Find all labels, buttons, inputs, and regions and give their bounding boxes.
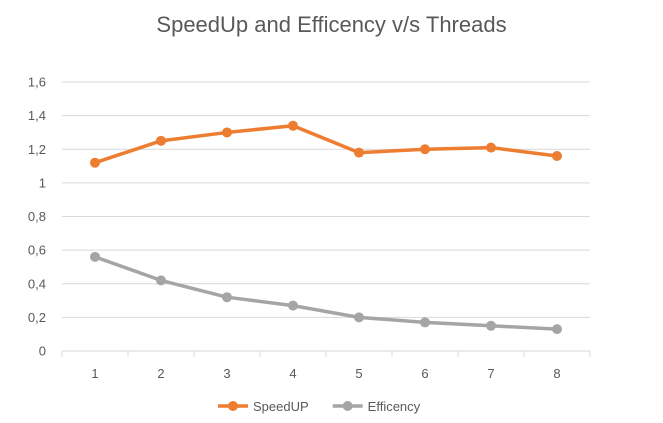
y-tick-label: 1,6 — [28, 75, 46, 90]
legend-label: SpeedUP — [253, 399, 309, 414]
legend-label: Efficency — [368, 399, 421, 414]
data-point — [222, 292, 232, 303]
data-point — [90, 251, 100, 262]
y-tick-label: 1,2 — [28, 142, 46, 157]
data-point — [354, 147, 364, 158]
series-line — [94, 123, 558, 165]
x-tick-label: 4 — [289, 366, 296, 381]
x-tick-label: 5 — [355, 366, 362, 381]
data-point — [90, 157, 100, 168]
data-point — [222, 127, 232, 138]
y-tick-label: 0,6 — [28, 243, 46, 258]
chart-title: SpeedUp and Efficency v/s Threads — [156, 12, 507, 37]
data-point — [486, 320, 496, 331]
data-point — [156, 275, 166, 286]
x-tick-label: 2 — [157, 366, 164, 381]
x-tick-label: 8 — [553, 366, 560, 381]
data-point — [156, 135, 166, 146]
data-point — [420, 144, 430, 155]
y-tick-label: 1,4 — [28, 108, 46, 123]
legend-swatch-marker — [342, 401, 353, 411]
y-tick-label: 0 — [39, 344, 46, 359]
x-tick-label: 7 — [487, 366, 494, 381]
legend-swatch-marker — [228, 401, 238, 411]
data-point — [288, 300, 298, 311]
y-tick-label: 0,4 — [28, 276, 46, 291]
x-tick-label: 3 — [223, 366, 230, 381]
data-point — [552, 324, 562, 335]
data-point — [486, 142, 496, 153]
y-tick-label: 1 — [39, 175, 46, 190]
data-point — [288, 120, 298, 131]
data-point — [354, 312, 364, 323]
data-point — [420, 317, 430, 328]
y-tick-label: 0,8 — [28, 209, 46, 224]
x-tick-label: 1 — [91, 366, 98, 381]
y-tick-label: 0,2 — [28, 310, 46, 325]
data-point — [552, 150, 562, 161]
series-line — [94, 255, 558, 331]
x-tick-label: 6 — [421, 366, 428, 381]
